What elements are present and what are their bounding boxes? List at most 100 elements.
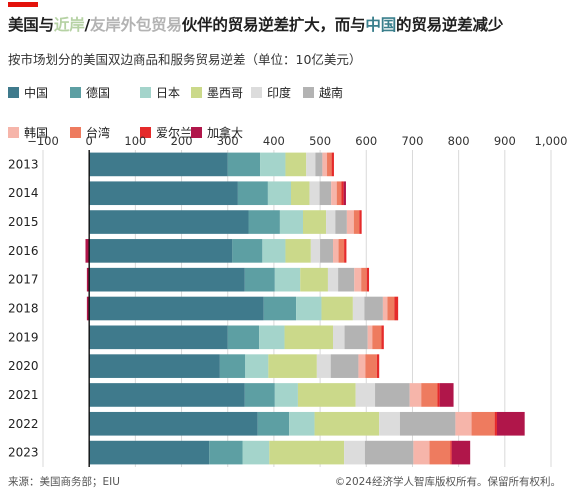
title-part: 的贸易逆差减少 [396, 16, 504, 34]
bar-segment [496, 411, 525, 436]
bar-segment [89, 411, 258, 436]
category-label: 2021 [8, 388, 39, 402]
accent-rule [8, 2, 38, 7]
bar-segment [290, 181, 310, 206]
bar-segment [303, 210, 327, 234]
bar-segment [471, 411, 495, 436]
category-label: 2019 [8, 330, 39, 344]
legend-swatch [70, 87, 81, 98]
x-tick-label: 600 [355, 134, 377, 148]
bar-segment [259, 325, 285, 350]
bar-segment [86, 296, 90, 321]
bar-segment [279, 210, 304, 234]
bar-segment [297, 383, 356, 407]
legend-swatch [191, 127, 202, 138]
bar-segment [285, 152, 307, 177]
legend-swatch [303, 87, 314, 98]
legend-label: 日本 [156, 86, 181, 100]
legend-item: 德国 [70, 84, 110, 101]
legend-label: 台湾 [86, 126, 111, 140]
bar-segment [364, 296, 383, 321]
bar-segment [269, 440, 345, 465]
legend-item: 中国 [8, 84, 48, 101]
bar-segment [394, 296, 399, 321]
bar-segment [320, 239, 334, 263]
bar-segment [316, 354, 331, 378]
bar-segment [343, 181, 346, 206]
bar-segment [306, 152, 316, 177]
chart-title: 美国与近岸/友岸外包贸易伙伴的贸易逆差扩大，而与中国的贸易逆差减少 [8, 13, 503, 35]
legend-label: 韩国 [24, 126, 49, 140]
title-part: 近岸 [53, 16, 85, 34]
bar-segment [300, 267, 328, 292]
bar-segment [89, 354, 220, 378]
bar-segment [376, 354, 380, 378]
bar-segment [284, 325, 334, 350]
category-label: 2022 [8, 417, 39, 431]
bar-segment [381, 325, 384, 350]
bar-segment [331, 152, 334, 177]
legend-item: 台湾 [70, 124, 110, 141]
bar-segment [344, 325, 368, 350]
bar-segment [85, 239, 90, 263]
bar-segment [89, 325, 228, 350]
legend-item: 印度 [251, 84, 291, 101]
bar-segment [333, 239, 339, 263]
x-tick-label: 100 [124, 134, 146, 148]
x-tick-label: 900 [494, 134, 516, 148]
legend-item: 墨西哥 [191, 84, 243, 101]
bar-segment [274, 383, 298, 407]
legend-row: 中国 德国 日本 墨西哥 印度 越南 [8, 80, 563, 100]
bar-segment [227, 325, 260, 350]
bar-segment [89, 296, 264, 321]
legend-swatch [8, 127, 19, 138]
bar-segment [355, 383, 376, 407]
legend-row: 韩国 台湾 爱尔兰 加拿大 [8, 100, 563, 140]
bar-segment [309, 181, 320, 206]
bar-segment [335, 210, 347, 234]
bar-segment [413, 440, 430, 465]
bar-segment [227, 152, 261, 177]
legend-swatch [140, 127, 151, 138]
legend-label: 加拿大 [207, 126, 244, 140]
legend-item: 加拿大 [191, 124, 243, 141]
category-label: 2014 [8, 186, 39, 200]
category-label: 2015 [8, 215, 39, 229]
x-tick-label: 1,000 [535, 134, 568, 148]
bar-segment [219, 354, 246, 378]
bar-segment [494, 411, 497, 436]
title-part: 中国 [365, 16, 397, 34]
bar-segment [244, 383, 275, 407]
category-label: 2013 [8, 157, 39, 171]
bar-segment [330, 354, 359, 378]
bar-segment [331, 181, 337, 206]
bar-segment [344, 239, 347, 263]
bar-segment [338, 239, 345, 263]
category-label: 2017 [8, 273, 39, 287]
bar-segment [367, 325, 373, 350]
bar-segment [245, 354, 269, 378]
legend-swatch [191, 87, 202, 98]
bar-segment [285, 239, 311, 263]
source-note: 来源：美国商务部；EIU [8, 476, 120, 488]
legend-label: 越南 [319, 86, 344, 100]
bar-segment [89, 181, 238, 206]
legend-item: 爱尔兰 [140, 124, 192, 141]
legend-item: 韩国 [8, 124, 48, 141]
bar-segment [289, 411, 315, 436]
bar-segment [89, 267, 245, 292]
legend-label: 印度 [267, 86, 292, 100]
bar-segment [327, 267, 339, 292]
bar-segment [319, 181, 332, 206]
bar-segment [310, 239, 321, 263]
bar-segment [399, 411, 456, 436]
bar-segment [89, 239, 233, 263]
category-label: 2018 [8, 302, 39, 316]
bar-segment [353, 210, 360, 234]
bar-segment [321, 296, 353, 321]
title-part: 美国与 [8, 16, 54, 34]
x-tick-label: 400 [263, 134, 285, 148]
bar-segment [364, 440, 414, 465]
bar-segment [86, 267, 90, 292]
